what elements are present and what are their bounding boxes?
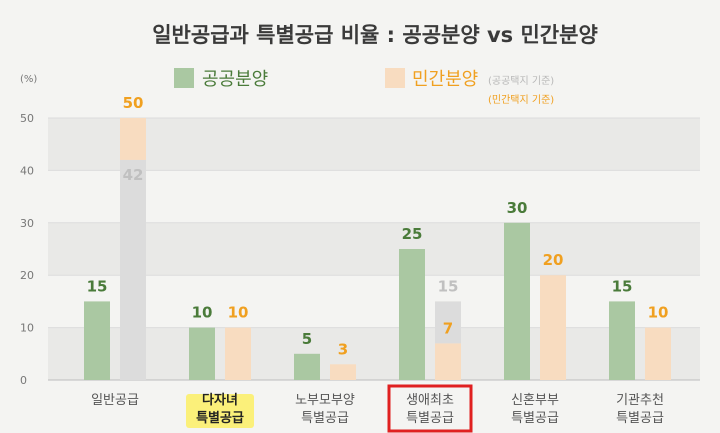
y-axis-unit: (%) <box>20 74 37 85</box>
bar-private <box>225 327 251 380</box>
value-label-public-land: 50 <box>123 94 144 112</box>
bars: 15 50 42 10 10 5 3 25 15 7 30 20 15 10 <box>84 94 671 380</box>
category-label: 일반공급 <box>91 393 139 408</box>
bar-public <box>84 301 110 380</box>
y-tick-label: 20 <box>20 269 34 282</box>
category-label: 기관추천 <box>616 393 664 408</box>
bar-public <box>609 301 635 380</box>
value-label-private: 10 <box>228 304 249 322</box>
value-label-private: 10 <box>648 304 669 322</box>
bar-private-land <box>435 301 461 344</box>
bar-public <box>399 249 425 380</box>
value-label-public: 5 <box>302 330 312 348</box>
legend-note-public-land: (공공택지 기준) <box>488 75 554 87</box>
legend: 공공분양 민간분양 (공공택지 기준) (민간택지 기준) <box>174 68 554 106</box>
value-label-private: 3 <box>338 340 348 358</box>
value-label-public: 25 <box>402 225 423 243</box>
value-label-private-land: 15 <box>438 277 459 295</box>
category-label: 노부모부양 <box>295 393 355 408</box>
category-highlight <box>186 394 254 428</box>
y-tick-label: 0 <box>20 374 27 387</box>
legend-label-private: 민간분양 <box>412 69 478 90</box>
bar-private-land <box>120 159 146 380</box>
value-label-private: 20 <box>543 251 564 269</box>
category-label: 특별공급 <box>301 411 349 426</box>
y-tick-label: 50 <box>20 112 34 125</box>
category-label: 특별공급 <box>406 411 454 426</box>
value-label-private-land: 42 <box>123 166 144 184</box>
bar-public-land <box>435 343 461 380</box>
category-label: 생애최초 <box>406 393 454 408</box>
value-label-public: 30 <box>507 199 528 217</box>
bar-private <box>330 364 356 380</box>
category-label: 다자녀 <box>202 392 238 408</box>
bar-private <box>540 275 566 380</box>
y-tick-label: 40 <box>20 164 34 177</box>
bar-public-land <box>120 118 146 160</box>
chart-title: 일반공급과 특별공급 비율 : 공공분양 vs 민간분양 <box>152 23 598 47</box>
legend-note-private-land: (민간택지 기준) <box>488 94 554 106</box>
grid-band <box>48 222 700 276</box>
bar-private <box>645 327 671 380</box>
bar-public <box>294 353 320 380</box>
value-label-public: 10 <box>192 304 213 322</box>
category-label: 특별공급 <box>511 411 559 426</box>
bar-public <box>504 222 530 380</box>
y-tick-label: 10 <box>20 322 34 335</box>
legend-label-public: 공공분양 <box>202 69 268 90</box>
value-label-public: 15 <box>87 277 108 295</box>
grid-band <box>48 118 700 171</box>
category-highlight-box <box>387 384 473 433</box>
legend-swatch-private <box>385 68 405 88</box>
y-tick-label: 30 <box>20 217 34 230</box>
category-label: 특별공급 <box>616 411 664 426</box>
legend-swatch-public <box>174 68 194 88</box>
value-label-public-land: 7 <box>443 319 453 337</box>
grid-band <box>48 327 700 380</box>
category-label: 특별공급 <box>196 410 244 426</box>
category-label: 신혼부부 <box>511 393 559 408</box>
value-label-public: 15 <box>612 277 633 295</box>
bar-public <box>189 327 215 380</box>
grid: 0 10 20 30 40 50 <box>20 112 700 387</box>
